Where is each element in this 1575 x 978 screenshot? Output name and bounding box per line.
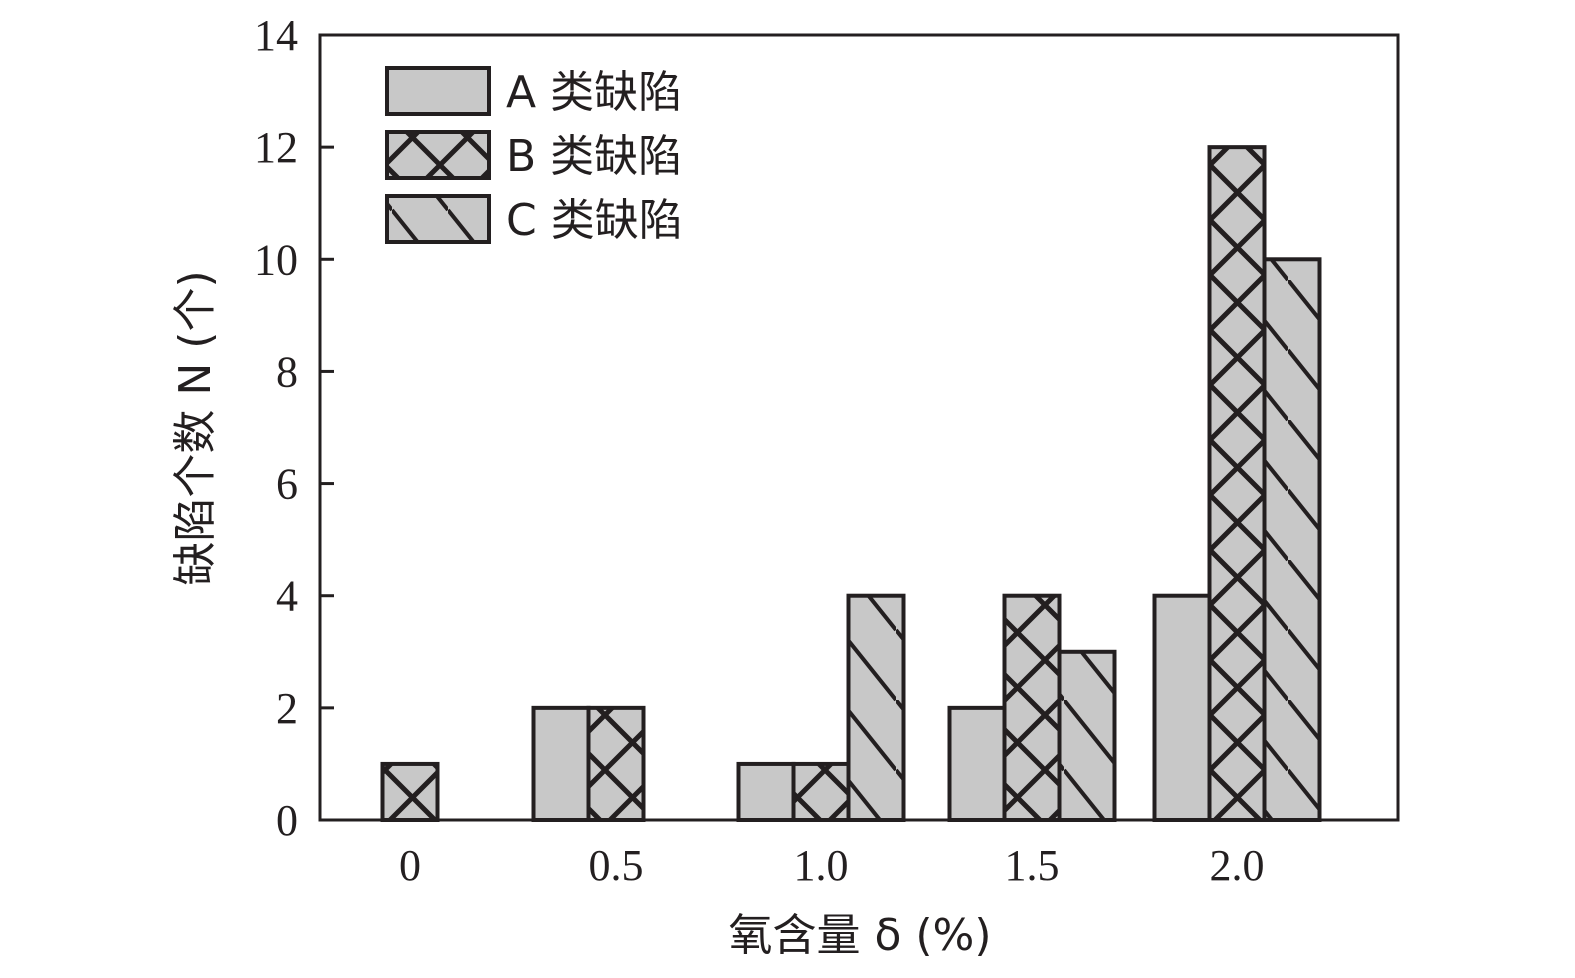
y-axis-label: 缺陷个数 N (个) — [170, 270, 221, 585]
bars-layer — [380, 145, 1322, 823]
x-axis: 0 0.5 1.0 1.5 2.0 — [399, 841, 1265, 890]
legend-swatch-crosshatch — [385, 130, 491, 180]
bar-crosshatch-0.5 — [586, 705, 646, 822]
y-tick-label: 0 — [276, 796, 298, 845]
y-tick-label: 2 — [276, 684, 298, 733]
x-tick-label: 2.0 — [1210, 841, 1265, 890]
bar-crosshatch-0 — [380, 761, 440, 823]
bar-diagonal-2.0 — [1262, 257, 1322, 822]
x-tick-label: 1.0 — [794, 841, 849, 890]
legend-label: B 类缺陷 — [506, 131, 682, 182]
legend: A 类缺陷 B 类缺陷 C 类缺陷 — [385, 66, 683, 246]
plot-frame — [318, 33, 1400, 822]
bar-plain-1.5 — [947, 705, 1007, 822]
bar-crosshatch-1.5 — [1002, 593, 1062, 823]
x-tick-label: 0 — [399, 841, 421, 890]
legend-label: C 类缺陷 — [506, 195, 683, 246]
x-tick-label: 1.5 — [1005, 841, 1060, 890]
y-tick-label: 12 — [254, 123, 298, 172]
bar-plain-0.5 — [531, 705, 591, 822]
y-axis: 0 2 4 6 8 10 12 14 — [254, 11, 334, 845]
bar-plain-1.0 — [736, 761, 796, 823]
y-tick-label: 10 — [254, 235, 298, 284]
y-tick-label: 14 — [254, 11, 298, 60]
bar-crosshatch-2.0 — [1207, 145, 1267, 822]
y-tick-label: 4 — [276, 572, 298, 621]
legend-swatch-diagonal — [385, 194, 491, 244]
bar-plain-2.0 — [1152, 593, 1212, 823]
y-tick-label: 8 — [276, 347, 298, 396]
bar-diagonal-1.0 — [846, 593, 906, 823]
bar-diagonal-1.5 — [1057, 649, 1117, 822]
x-tick-label: 0.5 — [589, 841, 644, 890]
legend-label: A 类缺陷 — [506, 67, 682, 118]
bar-crosshatch-1.0 — [791, 761, 851, 823]
x-axis-label: 氧含量 δ (%) — [728, 910, 991, 961]
y-tick-label: 6 — [276, 460, 298, 509]
legend-swatch-plain — [385, 66, 491, 116]
